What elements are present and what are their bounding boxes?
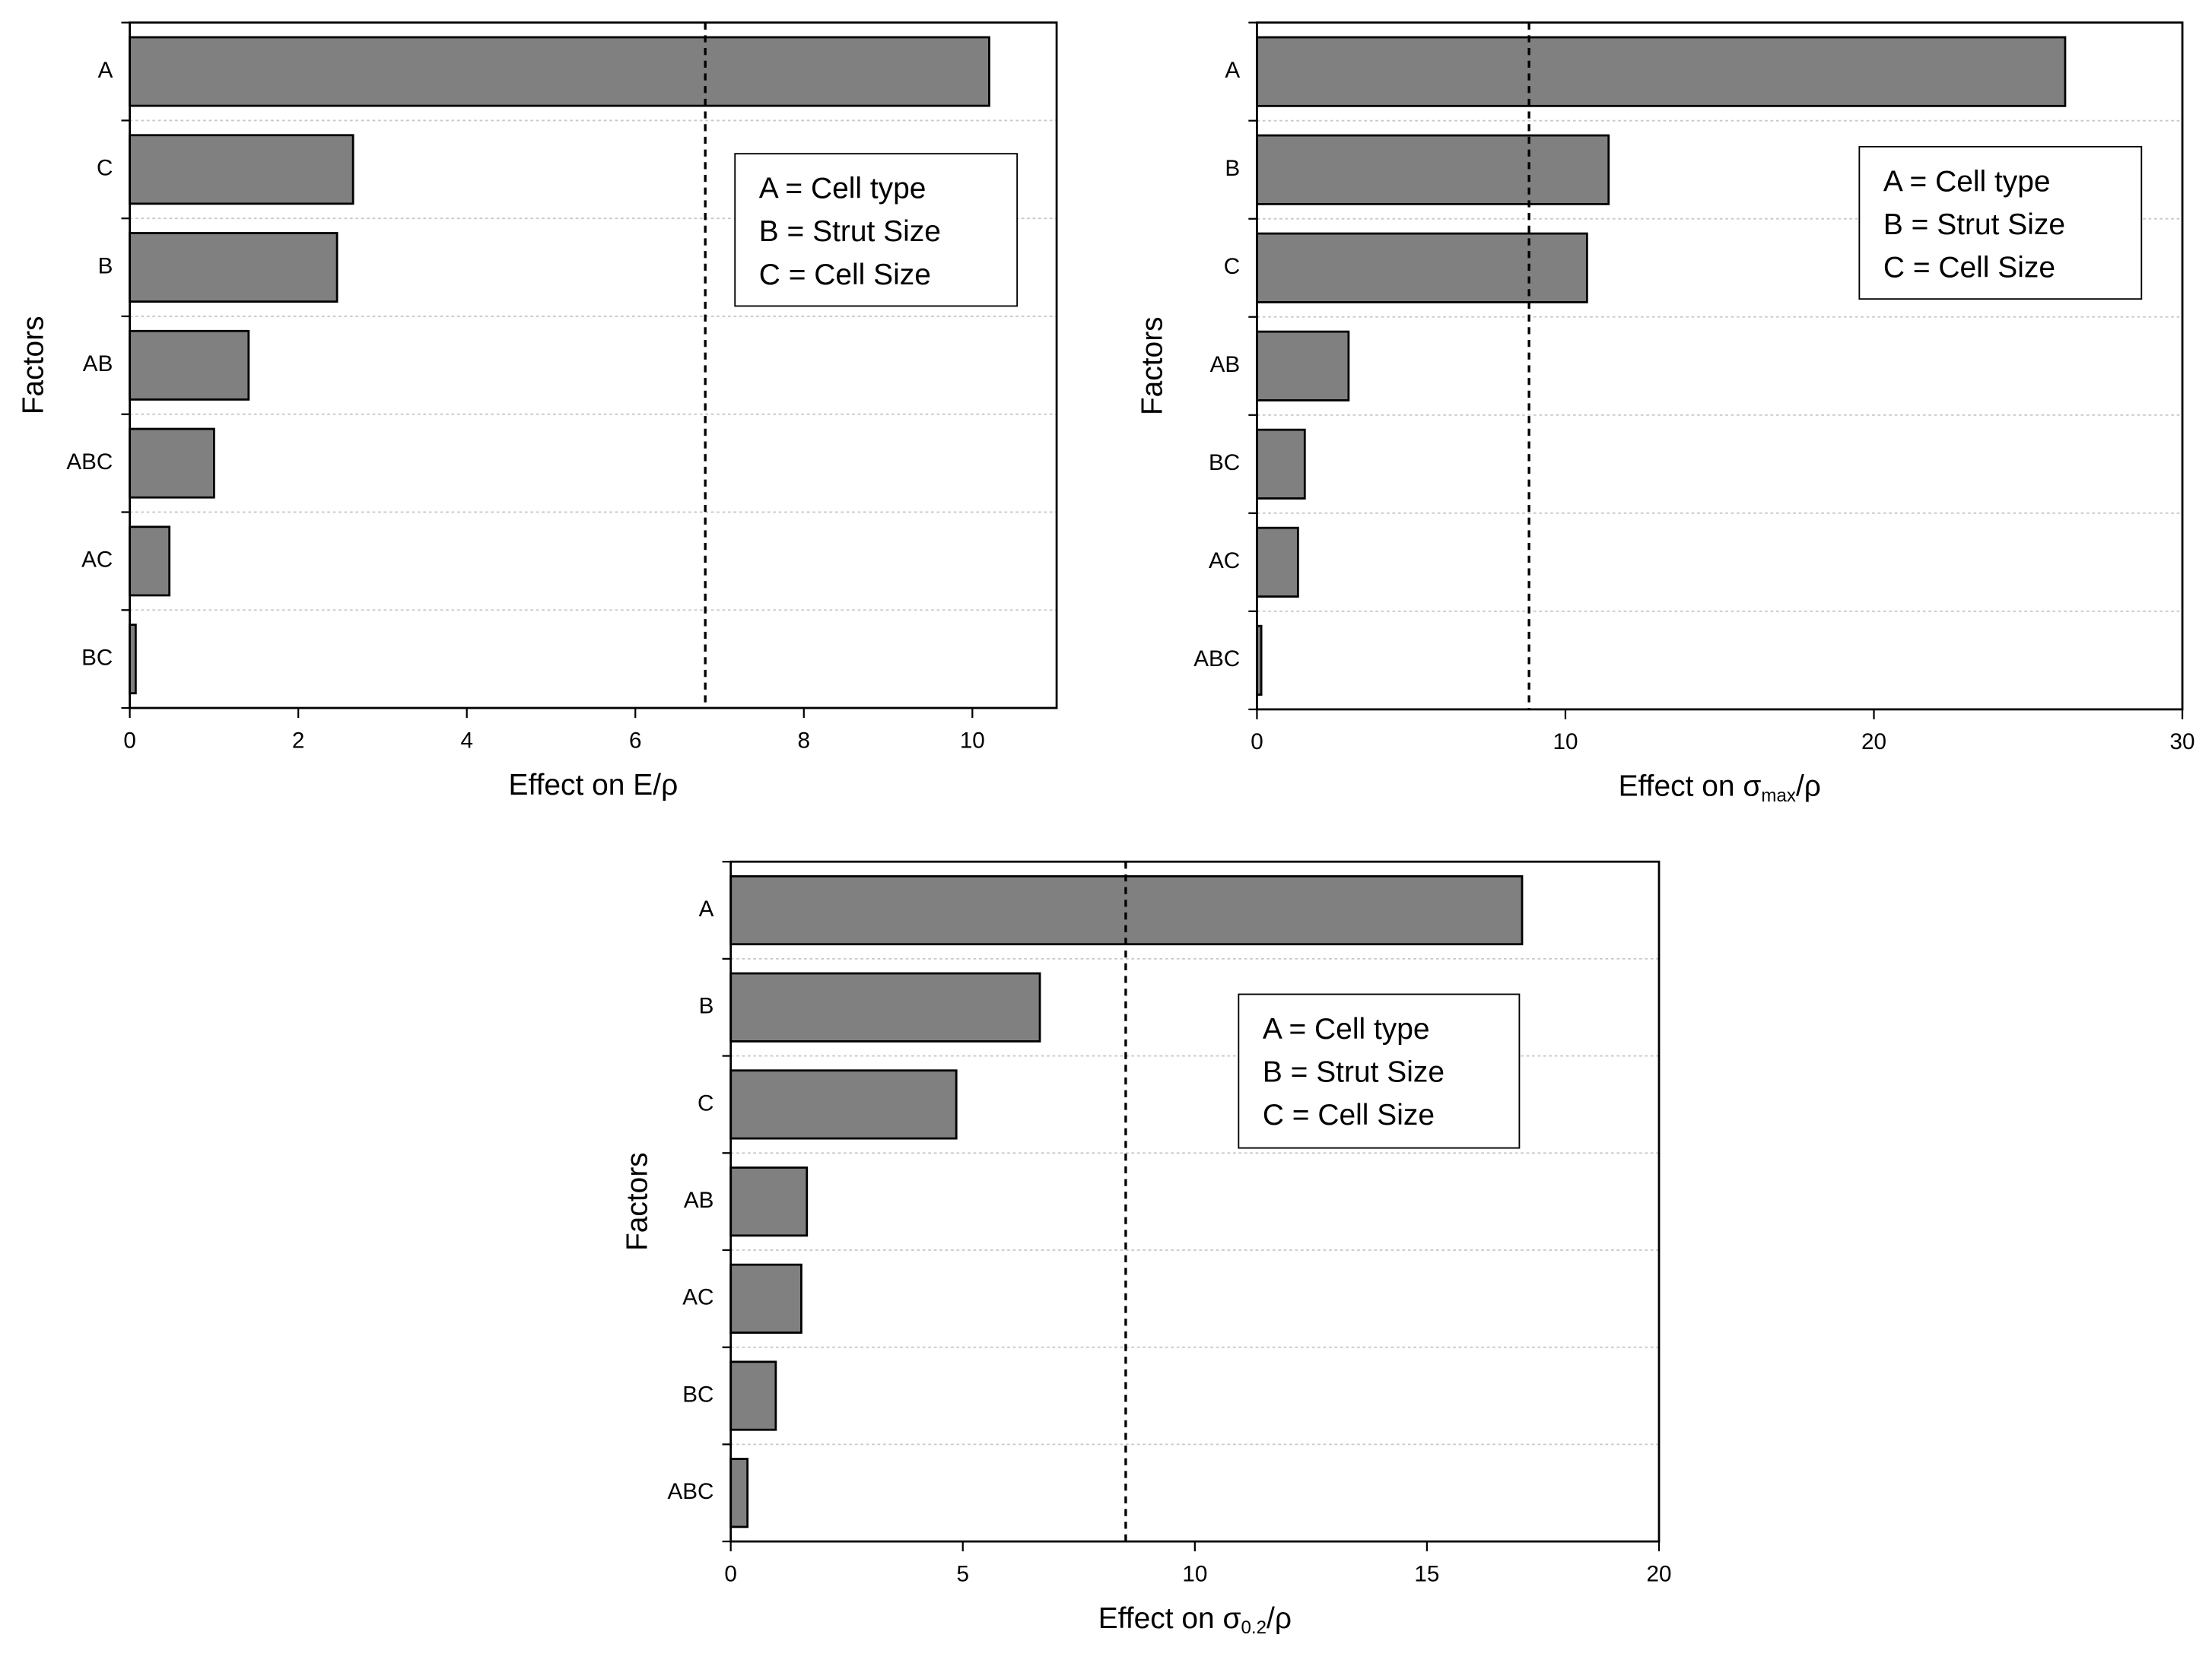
y-tick-label: AB [83, 351, 113, 376]
legend-entry: A = Cell type [759, 173, 926, 205]
bar [729, 1360, 777, 1431]
x-tick-label: 5 [957, 1561, 970, 1586]
bar [729, 875, 1524, 946]
y-tick-label: AC [1209, 548, 1240, 573]
legend-box [1858, 145, 2143, 300]
bar [729, 1167, 809, 1237]
bar [129, 329, 250, 401]
y-tick-label: A [699, 897, 714, 922]
x-tick-label: 10 [960, 728, 985, 753]
legend-entry: B = Strut Size [1883, 208, 2065, 241]
x-axis-label-part: Effect on E/ρ [508, 769, 678, 801]
x-tick-label: 30 [2170, 729, 2195, 754]
x-tick-label: 15 [1414, 1561, 1439, 1586]
bar [1256, 428, 1306, 500]
x-tick-label: 10 [1182, 1561, 1207, 1586]
x-tick-label: 8 [798, 728, 811, 753]
x-axis-label-part: Effect on σ [1619, 770, 1762, 803]
bar [729, 972, 1041, 1043]
y-tick-label: AC [682, 1285, 713, 1310]
bar [1256, 526, 1299, 598]
y-tick-label: AB [1210, 352, 1241, 377]
x-tick-label: 6 [629, 728, 642, 753]
legend-entry: B = Strut Size [1263, 1056, 1444, 1089]
plot-frame [129, 21, 1058, 709]
legend-entry: C = Cell Size [1263, 1099, 1435, 1132]
x-tick-label: 0 [724, 1561, 737, 1586]
bar [129, 525, 171, 597]
bar [729, 1263, 802, 1334]
bar [1256, 232, 1588, 303]
y-tick-label: BC [682, 1382, 713, 1407]
legend-entry: B = Strut Size [759, 215, 941, 248]
y-tick-label: B [699, 994, 714, 1019]
y-tick-label: AB [684, 1188, 714, 1213]
y-axis-label: Factors [17, 316, 50, 414]
x-axis-label-part: /ρ [1266, 1602, 1292, 1635]
x-axis-label: Effect on E/ρ [508, 769, 678, 801]
legend-entry: C = Cell Size [759, 259, 931, 291]
y-tick-label: ABC [667, 1479, 713, 1504]
bar [1256, 134, 1610, 205]
legend-entry: C = Cell Size [1883, 252, 2055, 284]
bar [1256, 330, 1350, 402]
bar [729, 1069, 958, 1140]
legend-box [734, 153, 1019, 307]
y-tick-label: ABC [1193, 646, 1240, 671]
y-tick-label: ABC [66, 449, 113, 475]
legend-box [1238, 993, 1521, 1149]
x-tick-label: 20 [1647, 1561, 1672, 1586]
x-tick-label: 0 [1251, 729, 1263, 754]
y-tick-label: A [1225, 58, 1240, 83]
x-tick-label: 0 [123, 728, 136, 753]
plot-frame [729, 860, 1661, 1543]
legend-entry: A = Cell type [1883, 165, 2051, 198]
y-axis-label: Factors [621, 1152, 653, 1251]
y-tick-label: BC [1209, 450, 1240, 475]
y-tick-label: B [98, 253, 113, 278]
y-tick-label: C [97, 156, 113, 181]
bar [129, 232, 338, 303]
bar [129, 134, 354, 205]
x-axis-label-part: Effect on σ [1098, 1602, 1241, 1635]
x-axis-label-part: 0.2 [1241, 1617, 1267, 1638]
x-tick-label: 4 [460, 728, 473, 753]
y-axis-label: Factors [1136, 316, 1168, 415]
x-axis-label-part: max [1761, 786, 1796, 806]
x-tick-label: 20 [1861, 729, 1886, 754]
bar [729, 1458, 749, 1528]
x-axis-label: Effect on σ0.2/ρ [1098, 1602, 1292, 1638]
y-tick-label: B [1225, 156, 1240, 181]
plot-frame [1256, 21, 2184, 711]
y-tick-label: A [98, 58, 113, 83]
y-tick-label: C [1224, 254, 1240, 279]
legend-entry: A = Cell type [1263, 1013, 1430, 1046]
x-tick-label: 10 [1553, 729, 1578, 754]
y-tick-label: BC [81, 645, 113, 670]
y-tick-label: C [698, 1090, 713, 1116]
bar [1256, 36, 2067, 107]
bar [129, 36, 990, 107]
x-tick-label: 2 [292, 728, 305, 753]
y-tick-label: AC [81, 548, 113, 573]
x-axis-label-part: /ρ [1796, 770, 1821, 803]
x-axis-label: Effect on σmax/ρ [1619, 770, 1821, 806]
bar [129, 427, 215, 499]
